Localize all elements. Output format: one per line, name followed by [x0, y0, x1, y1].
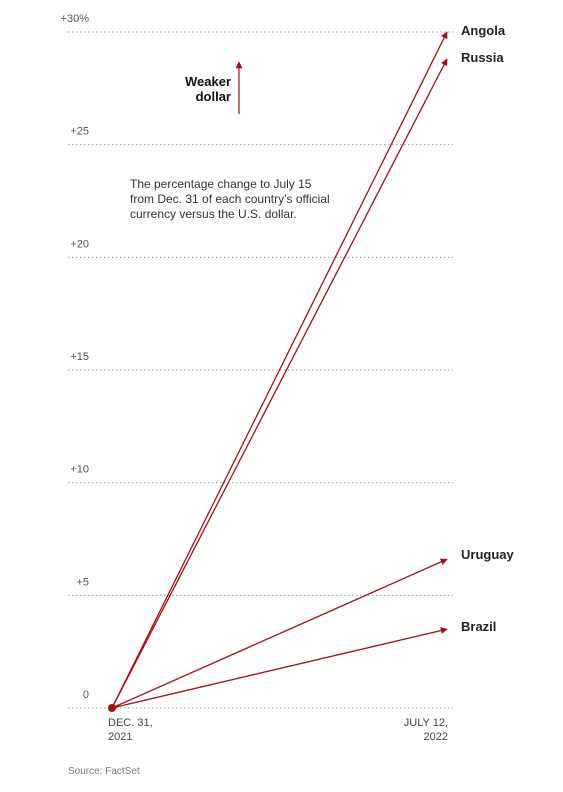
source-note: Source: FactSet	[68, 766, 140, 777]
series-line-uruguay	[111, 558, 448, 709]
y-tick-label: +5	[76, 576, 89, 588]
y-tick-label: +15	[70, 351, 89, 363]
y-tick-labels: 0 +5 +10 +15 +20 +25 +30%	[61, 13, 90, 701]
series-lines	[111, 31, 448, 709]
chart-note-line2: from Dec. 31 of each country’s official	[130, 192, 330, 206]
origin-point	[108, 704, 116, 712]
chart-note-line3: currency versus the U.S. dollar.	[130, 207, 297, 221]
series-line-russia	[111, 58, 448, 709]
series-line-angola	[111, 31, 448, 709]
y-tick-label: +25	[70, 126, 89, 138]
y-tick-label: +10	[70, 464, 89, 476]
y-tick-label: +30%	[61, 13, 90, 25]
x-label-start-line1: DEC. 31,	[108, 717, 153, 729]
y-gridlines	[68, 31, 453, 709]
series-label-russia: Russia	[461, 50, 504, 65]
x-label-end-line2: 2022	[424, 731, 448, 743]
weaker-dollar-label-line1: Weaker	[185, 74, 231, 89]
y-tick-label: +20	[70, 238, 89, 250]
series-label-uruguay: Uruguay	[461, 547, 515, 562]
y-tick-label: 0	[83, 689, 89, 701]
series-label-brazil: Brazil	[461, 619, 496, 634]
x-label-start-line2: 2021	[108, 731, 132, 743]
series-label-angola: Angola	[461, 23, 506, 38]
x-label-end-line1: JULY 12,	[404, 717, 448, 729]
series-line-brazil	[111, 627, 448, 709]
weaker-dollar-label-line2: dollar	[196, 89, 231, 104]
chart-note-line1: The percentage change to July 15	[130, 177, 312, 191]
